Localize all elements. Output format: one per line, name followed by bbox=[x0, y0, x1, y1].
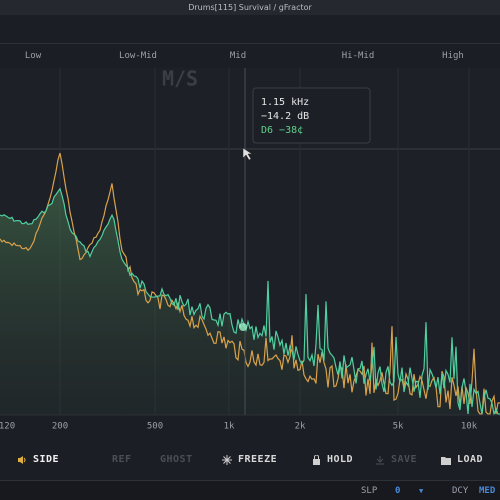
frequency-label: 10k bbox=[461, 422, 478, 432]
band-label: High bbox=[442, 51, 464, 61]
save-button[interactable]: SAVE bbox=[375, 446, 417, 474]
load-button[interactable]: LOAD bbox=[441, 446, 483, 474]
mouse-pointer bbox=[242, 147, 253, 161]
ref-button[interactable]: REF bbox=[112, 446, 132, 474]
spectrum-fill bbox=[0, 188, 500, 415]
button-label: LOAD bbox=[457, 454, 484, 465]
band-label: Hi-Mid bbox=[341, 51, 375, 61]
folder-icon bbox=[441, 456, 451, 465]
frequency-label: 120 bbox=[0, 422, 15, 432]
tooltip-note: D6 −38¢ bbox=[261, 125, 303, 136]
frequency-label: 200 bbox=[52, 422, 68, 432]
lock-icon bbox=[313, 455, 320, 465]
band-label: Low-Mid bbox=[119, 51, 157, 61]
button-label: FREEZE bbox=[238, 454, 278, 465]
frequency-label: 5k bbox=[393, 422, 404, 432]
button-label: SIDE bbox=[33, 454, 60, 465]
freeze-button[interactable]: FREEZE bbox=[222, 446, 277, 474]
tooltip-box bbox=[252, 87, 371, 144]
ghost-button[interactable]: GHOST bbox=[160, 446, 193, 474]
status-bar: SLP 0 ▼ DCY MED bbox=[0, 480, 500, 500]
mode-watermark: M/S bbox=[162, 68, 198, 91]
band-label: Mid bbox=[229, 51, 247, 61]
frequency-label: 2k bbox=[295, 422, 306, 432]
toolbar: SIDE REF GHOST FREEZE HOLD SAVE LOAD bbox=[0, 446, 500, 474]
save-icon bbox=[376, 456, 384, 465]
button-label: GHOST bbox=[160, 454, 193, 465]
spectrum-reference bbox=[0, 152, 500, 415]
hold-button[interactable]: HOLD bbox=[312, 446, 353, 474]
spectrum-live bbox=[0, 187, 500, 417]
slope-label: SLP bbox=[361, 486, 378, 496]
frequency-label: 500 bbox=[147, 422, 163, 432]
decay-value[interactable]: MED bbox=[479, 486, 496, 496]
window-title: Drums[115] Survival / gFractor bbox=[0, 0, 500, 15]
frequency-label: 1k bbox=[224, 422, 235, 432]
band-label: Low bbox=[24, 51, 42, 61]
slope-value[interactable]: 0 bbox=[395, 486, 401, 496]
tooltip-level: −14.2 dB bbox=[261, 111, 309, 122]
cursor-point bbox=[239, 323, 247, 331]
band-row: Low Low-Mid Mid Hi-Mid High bbox=[0, 43, 500, 69]
button-label: REF bbox=[112, 454, 132, 465]
speaker-icon bbox=[18, 456, 26, 464]
spectrum-plot: M/S 1.15 kHz −14.2 dB D6 −38¢ 120 200 50… bbox=[0, 68, 500, 432]
freeze-icon bbox=[222, 455, 232, 465]
button-label: SAVE bbox=[391, 454, 418, 465]
decay-label: DCY bbox=[452, 486, 469, 496]
button-label: HOLD bbox=[327, 454, 354, 465]
tooltip-frequency: 1.15 kHz bbox=[261, 97, 309, 108]
slope-dropdown-arrow[interactable]: ▼ bbox=[419, 487, 424, 495]
side-button[interactable]: SIDE bbox=[17, 446, 59, 474]
